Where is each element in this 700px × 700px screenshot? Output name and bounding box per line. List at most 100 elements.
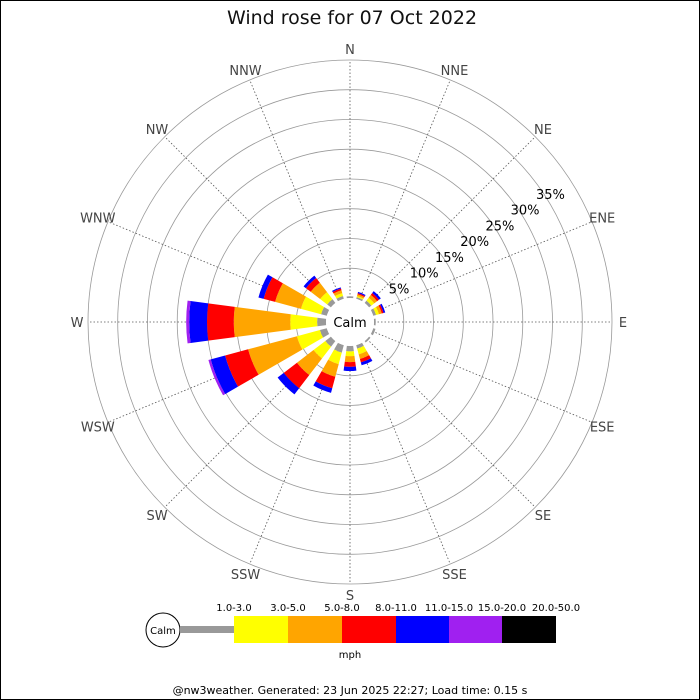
footer-credit: @nw3weather. Generated: 23 Jun 2025 22:2… [173,684,528,697]
bar-nnw-bin-3 [332,288,342,294]
bar-wsw-bin-1 [296,330,324,350]
legend-items: 1.0-3.0 3.0-5.0 5.0-8.0 8.0-11.0 11.0-15.0 15… [180,603,580,643]
bar-wsw-bin-5 [208,359,226,396]
bar-nw-bin-0 [327,299,336,308]
speed-legend: Calm 1.0-3.0 3.0-5.0 5.0-8.0 8.0-11.0 11.0-1… [145,603,580,661]
bar-nnw-bin-0 [336,295,344,302]
bar-sw-bin-4 [277,372,300,395]
calm-label: Calm [333,316,366,331]
bar-nne-bin-0 [356,297,363,302]
grid-spoke-ene [372,221,593,314]
legend-swatch-5 [449,616,502,643]
bar-s-bin-4 [343,366,357,371]
grid-ring [87,59,613,585]
direction-label-wsw: WSW [81,421,115,436]
legend-swatch-6 [502,616,556,643]
direction-label-nnw: NNW [229,64,261,79]
bar-ene-bin-1 [373,307,379,316]
bar-sse-bin-2 [358,351,370,359]
bar-ese-bin-0 [370,328,376,336]
bar-ssw-bin-2 [321,359,339,377]
calm-center: Calm [326,298,374,346]
bar-ne-bin-2 [368,294,378,304]
bar-ne-bin-1 [366,297,375,306]
bar-sse-bin-1 [357,345,367,355]
legend-label-5: 15.0-20.0 [478,603,526,614]
legend-label-0: 1.0-3.0 [216,603,251,614]
direction-label-s: S [346,589,354,604]
wind-bars [186,274,386,396]
bar-ssw-bin-4 [313,381,333,393]
grid-spoke-nnw [249,79,342,300]
bar-ssw-bin-3 [315,371,336,389]
direction-label-ssw: SSW [231,568,261,583]
bar-s-bin-0 [346,345,354,352]
bar-s-bin-1 [345,351,355,357]
bar-nw-bin-1 [320,292,333,305]
bar-sse-bin-0 [356,342,364,349]
direction-label-sse: SSE [442,568,467,583]
bar-sse-bin-3 [359,355,371,363]
grid-spoke-ese [372,330,593,423]
bar-nne-bin-2 [356,294,365,299]
legend-units: mph [339,650,361,661]
bar-w-bin-4 [189,301,209,343]
direction-label-wnw: WNW [80,212,116,227]
bar-w-bin-0 [317,317,327,327]
bar-sw-bin-3 [283,362,310,389]
grid-spoke-se [366,338,536,508]
bar-nnw-bin-2 [333,290,343,297]
radial-tick-labels: 5%10%15%20%25%30%35% [389,188,565,298]
legend-label-2: 5.0-8.0 [324,603,359,614]
radial-tick-label: 25% [485,219,514,234]
bar-ene-bin-0 [370,308,377,316]
bar-w-bin-2 [233,306,291,338]
bar-ssw-bin-0 [334,342,344,353]
bar-nne-bin-4 [357,291,366,297]
bar-s-bin-3 [344,361,356,367]
bar-s-bin-2 [344,355,356,363]
direction-label-ese: ESE [590,421,615,436]
radial-tick-label: 15% [435,251,464,266]
bar-wnw-bin-2 [275,283,307,309]
direction-label-ene: ENE [589,212,615,227]
bar-wsw-bin-4 [210,355,239,395]
legend-swatch-2 [288,616,342,643]
bar-sw-bin-2 [296,350,322,376]
radial-tick-label: 5% [389,282,410,297]
direction-label-n: N [345,43,355,58]
direction-label-nw: NW [146,123,169,138]
bar-ssw-bin-1 [328,349,342,365]
grid-ring [117,89,583,555]
bar-wnw-bin-0 [321,307,330,316]
bar-w-bin-3 [206,303,235,341]
grid-spoke-ne [366,136,536,306]
direction-label-sw: SW [146,509,167,524]
bar-nnw-bin-1 [335,293,344,299]
chart-title: Wind rose for 07 Oct 2022 [227,7,477,29]
bar-ne-bin-3 [370,293,379,302]
radial-tick-label: 35% [536,188,565,203]
bar-nw-bin-4 [303,275,317,289]
bar-sse-bin-4 [360,358,373,366]
legend-swatch-0 [180,626,234,633]
bar-nw-bin-2 [310,282,328,300]
bar-ne-bin-0 [364,300,372,308]
bar-wsw-bin-0 [319,328,330,338]
bar-w-bin-5 [186,300,191,344]
radial-tick-label: 20% [460,235,489,250]
legend-swatch-3 [342,616,396,643]
legend-calm-label: Calm [150,626,176,637]
legend-label-4: 11.0-15.0 [425,603,473,614]
bar-sw-bin-0 [325,336,336,347]
grid-ring [176,148,524,496]
grid-spoke-nw [164,136,334,306]
calm-circle [326,298,374,346]
legend-swatch-4 [396,616,449,643]
radial-tick-label: 10% [410,267,439,282]
bar-ene-bin-3 [378,304,384,314]
bar-w-bin-1 [290,314,318,330]
bar-wnw-bin-3 [263,277,283,302]
bar-sw-bin-1 [313,340,332,359]
